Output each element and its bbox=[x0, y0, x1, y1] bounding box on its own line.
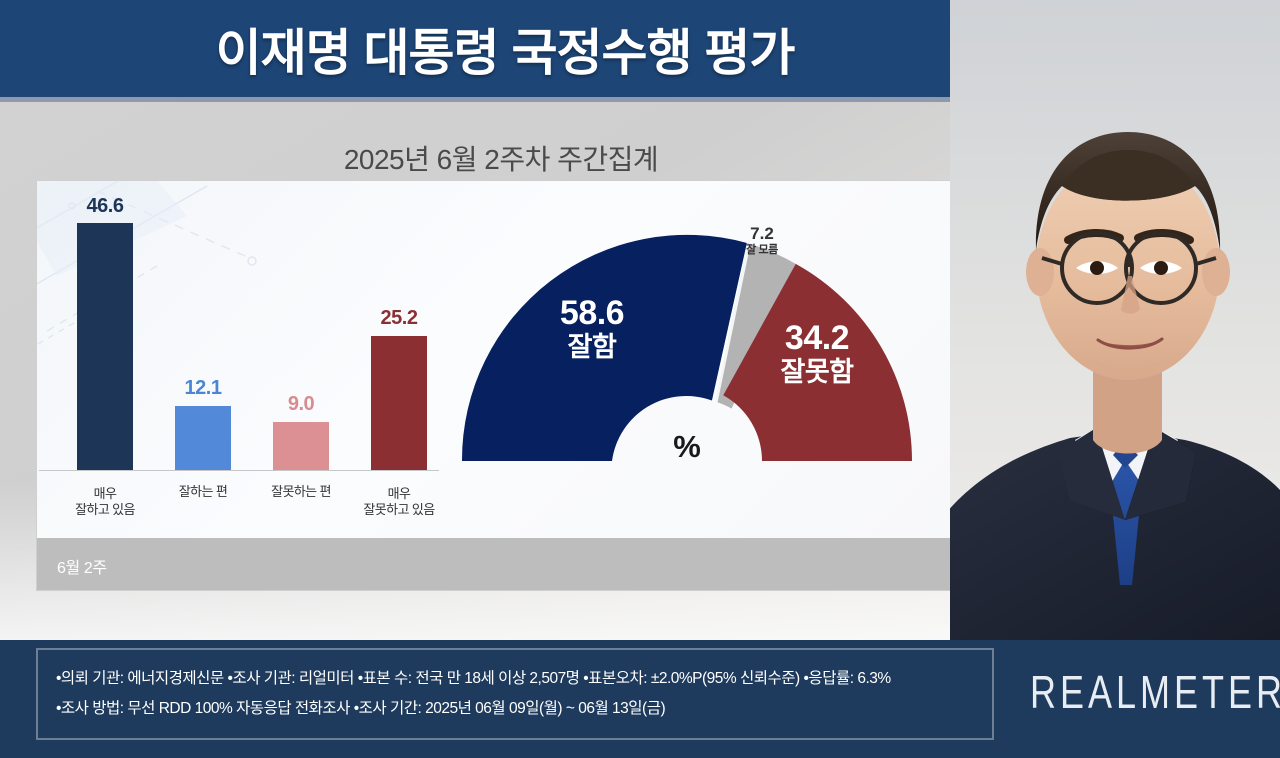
methodology-box: •의뢰 기관: 에너지경제신문 •조사 기관: 리얼미터 •표본 수: 전국 만… bbox=[36, 648, 994, 740]
gauge-segment-unknown bbox=[715, 243, 796, 409]
gauge-segment-good bbox=[461, 234, 747, 461]
bar-value-0: 46.6 bbox=[86, 195, 124, 217]
bar-rect-1 bbox=[175, 406, 231, 470]
bar-rect-3 bbox=[371, 336, 427, 470]
bar-value-2: 9.0 bbox=[287, 393, 315, 415]
bar-axis-line bbox=[39, 470, 439, 471]
footer-bar: •의뢰 기관: 에너지경제신문 •조사 기관: 리얼미터 •표본 수: 전국 만… bbox=[0, 640, 1280, 758]
week-strip: 6월 2주 bbox=[36, 538, 966, 591]
gauge-chart: 58.6 잘함 7.2 잘 모름 34.2 잘못함 % bbox=[437, 201, 937, 501]
bar-category-0: 매우 잘하고 있음 bbox=[75, 485, 135, 517]
gauge-segment-bad bbox=[723, 263, 913, 461]
realmeter-logo: REALMETER bbox=[1030, 666, 1280, 719]
portrait-photo bbox=[950, 0, 1280, 645]
bar-value-3: 25.2 bbox=[380, 307, 418, 329]
header-divider bbox=[0, 97, 1280, 102]
page-title: 이재명 대통령 국정수행 평가 bbox=[215, 24, 796, 81]
bar-category-2: 잘못하는 편 bbox=[271, 483, 331, 499]
week-label: 6월 2주 bbox=[57, 560, 107, 577]
portrait-svg bbox=[950, 0, 1280, 645]
bar-chart: 46.6 매우 잘하고 있음 12.1 잘하는 편 9.0 잘못하는 편 25.2… bbox=[37, 181, 457, 517]
bar-group-3: 25.2 매우 잘못하고 있음 bbox=[353, 192, 445, 517]
methodology-line-1: •의뢰 기관: 에너지경제신문 •조사 기관: 리얼미터 •표본 수: 전국 만… bbox=[56, 670, 891, 687]
bar-group-1: 12.1 잘하는 편 bbox=[157, 192, 249, 499]
bar-rect-0 bbox=[77, 223, 133, 470]
glasses-icon bbox=[1041, 231, 1217, 305]
methodology-line-2: •조사 방법: 무선 RDD 100% 자동응답 전화조사 •조사 기간: 20… bbox=[56, 700, 666, 718]
bar-category-1: 잘하는 편 bbox=[178, 483, 228, 499]
bar-value-1: 12.1 bbox=[184, 377, 222, 399]
gauge-unit: % bbox=[673, 429, 701, 464]
bar-group-2: 9.0 잘못하는 편 bbox=[255, 192, 347, 499]
bar-rect-2 bbox=[273, 422, 329, 470]
gauge-svg bbox=[461, 234, 913, 461]
chart-panel: 46.6 매우 잘하고 있음 12.1 잘하는 편 9.0 잘못하는 편 25.2… bbox=[36, 180, 966, 540]
bar-group-0: 46.6 매우 잘하고 있음 bbox=[59, 192, 151, 517]
bar-category-3: 매우 잘못하고 있음 bbox=[363, 485, 435, 517]
subtitle: 2025년 6월 2주차 주간집계 bbox=[343, 144, 659, 175]
